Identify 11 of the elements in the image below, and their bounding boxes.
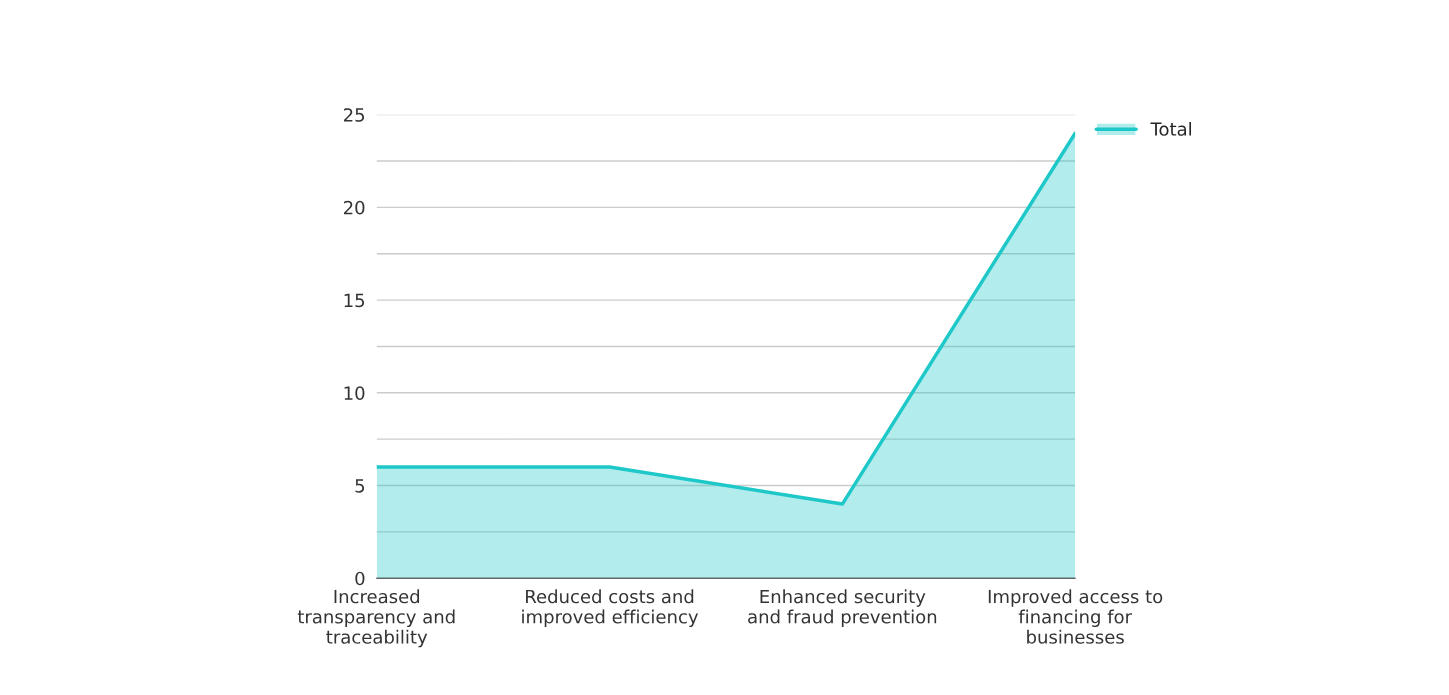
x-tick-label: Reduced costs and improved efficiency [522, 589, 699, 628]
y-tick-label: 0 [355, 571, 365, 586]
x-tick-label: Enhanced security and fraud prevention [748, 589, 937, 628]
legend-label: Total [1150, 121, 1191, 136]
y-tick-label: 5 [355, 479, 365, 493]
y-tick-label: 20 [343, 200, 365, 215]
y-tick-label: 25 [343, 108, 365, 122]
y-tick-label: 15 [344, 293, 365, 308]
y-tick-label: 10 [344, 386, 365, 400]
x-tick-label: Improved access to financing for businesses [988, 589, 1163, 644]
x-tick-label: Increased transparency and traceability [297, 589, 455, 648]
